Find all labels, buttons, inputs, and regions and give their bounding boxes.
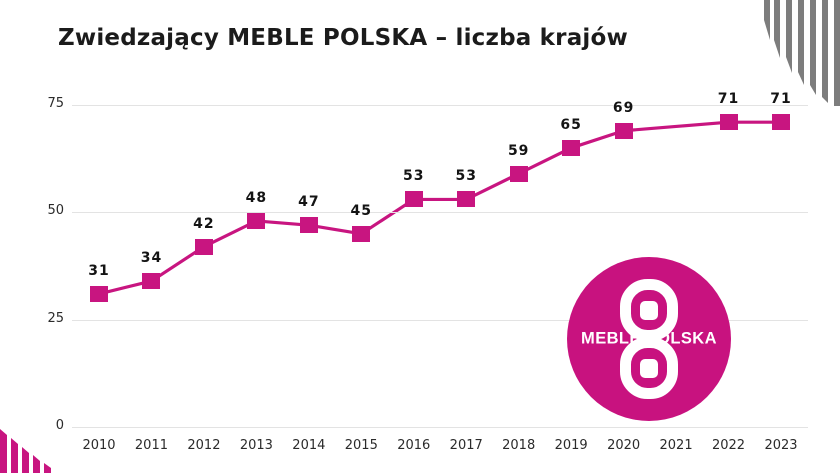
data-point-label: 71 xyxy=(770,91,792,108)
y-axis-tick-label: 25 xyxy=(47,310,64,326)
x-axis-tick-label: 2019 xyxy=(554,438,588,453)
data-point-label: 65 xyxy=(560,116,582,133)
x-axis-tick-label: 2017 xyxy=(449,438,483,453)
data-point-label: 59 xyxy=(507,142,530,159)
data-point-marker[interactable] xyxy=(457,191,476,208)
data-point-label: 45 xyxy=(350,202,373,219)
x-axis-tick-label: 2016 xyxy=(397,438,431,453)
data-point-label: 53 xyxy=(455,168,477,185)
data-point-marker[interactable] xyxy=(194,238,213,255)
x-axis-tick-label: 2012 xyxy=(187,438,221,453)
x-axis-tick-label: 2018 xyxy=(502,438,536,453)
gridline xyxy=(72,319,808,321)
data-point-marker[interactable] xyxy=(352,225,371,242)
x-axis-tick-label: 2013 xyxy=(239,438,273,453)
y-axis-tick-label: 50 xyxy=(47,203,64,219)
data-point-marker[interactable] xyxy=(142,273,161,290)
x-axis-tick-label: 2015 xyxy=(344,438,378,453)
data-point-label: 42 xyxy=(193,215,215,232)
data-point-marker[interactable] xyxy=(562,139,581,156)
data-point-marker[interactable] xyxy=(404,191,423,208)
x-axis-tick-label: 2010 xyxy=(82,438,116,453)
data-point-label: 31 xyxy=(88,262,110,279)
x-axis-tick-label: 2011 xyxy=(134,438,168,453)
data-point-marker[interactable] xyxy=(247,212,266,229)
page-title: Zwiedzający MEBLE POLSKA – liczba krajów xyxy=(58,25,628,51)
gridline xyxy=(72,212,808,214)
y-axis-tick-label: 0 xyxy=(55,418,64,433)
data-point-marker[interactable] xyxy=(90,285,108,302)
logo-wordmark: MEBLE POLSKA xyxy=(581,329,717,348)
x-axis-tick-label: 2014 xyxy=(292,438,326,453)
y-axis-tick-label: 75 xyxy=(47,96,64,111)
meble-polska-logo: MEBLE POLSKA xyxy=(567,257,731,421)
data-point-label: 53 xyxy=(403,168,425,185)
gridline xyxy=(72,105,808,106)
data-point-label: 48 xyxy=(245,189,268,206)
x-axis-tick-label: 2022 xyxy=(711,438,746,453)
data-point-label: 47 xyxy=(298,194,320,211)
x-axis-tick-label: 2023 xyxy=(764,438,798,453)
data-point-marker[interactable] xyxy=(509,165,528,182)
x-axis-tick-label: 2020 xyxy=(607,438,641,453)
x-axis-tick-label: 2021 xyxy=(659,438,693,453)
data-point-marker[interactable] xyxy=(719,114,738,131)
data-point-marker[interactable] xyxy=(299,217,318,234)
data-point-label: 69 xyxy=(612,99,635,116)
data-point-marker[interactable] xyxy=(772,114,790,131)
data-point-label: 34 xyxy=(140,250,163,267)
data-point-marker[interactable] xyxy=(614,122,633,139)
data-point-label: 71 xyxy=(717,91,740,108)
gridline xyxy=(72,427,808,428)
chain-link-icon xyxy=(620,279,678,399)
